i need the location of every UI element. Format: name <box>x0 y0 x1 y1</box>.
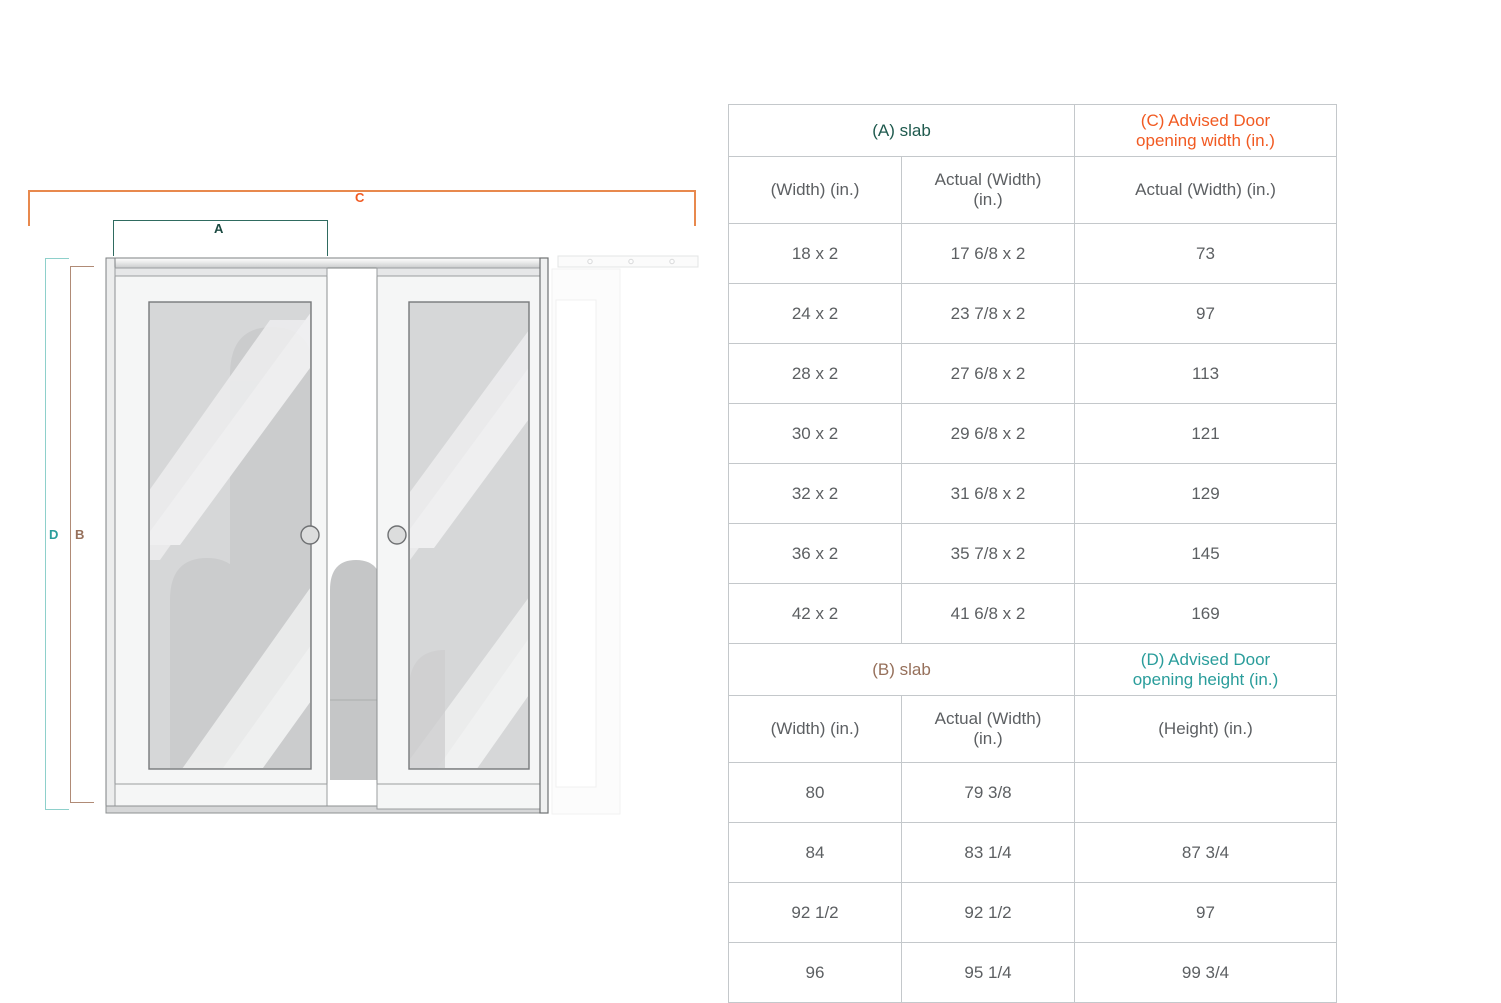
cell-actual-width: 23 7/8 x 2 <box>901 283 1075 345</box>
subheader-width-bd: (Width) (in.) <box>728 695 902 764</box>
table-row: 30 x 2 29 6/8 x 2 121 <box>728 403 1337 465</box>
cell-width: 92 1/2 <box>728 882 902 944</box>
cell-advised: 169 <box>1074 583 1337 645</box>
cell-actual-width: 35 7/8 x 2 <box>901 523 1075 585</box>
dimension-bracket-d <box>45 258 69 810</box>
cell-advised: 145 <box>1074 523 1337 585</box>
cell-advised: 87 3/4 <box>1074 822 1337 884</box>
top-track-rail <box>557 255 699 268</box>
subheader-advised-height: (Height) (in.) <box>1074 695 1337 764</box>
cell-advised: 99 3/4 <box>1074 942 1337 1003</box>
subheader-actual-width-bd-line1: Actual (Width) <box>934 708 1042 728</box>
subheader-actual-width-bd-line2: (in.) <box>973 729 1003 749</box>
table-subheader-row-bd: (Width) (in.) Actual (Width) (in.) (Heig… <box>728 695 1337 764</box>
door-knob-left <box>300 525 320 545</box>
door-dimension-diagram: C A D B <box>0 0 720 1001</box>
table-row: 18 x 2 17 6/8 x 2 73 <box>728 223 1337 285</box>
cell-advised: 97 <box>1074 283 1337 345</box>
cell-advised: 73 <box>1074 223 1337 285</box>
subheader-advised-width: Actual (Width) (in.) <box>1074 156 1337 225</box>
subheader-actual-width-ac: Actual (Width) (in.) <box>901 156 1075 225</box>
subheader-width-ac: (Width) (in.) <box>728 156 902 225</box>
group-header-a-slab: (A) slab <box>728 103 1075 158</box>
table-row: 28 x 2 27 6/8 x 2 113 <box>728 343 1337 405</box>
subheader-actual-width-ac-line2: (in.) <box>973 190 1003 210</box>
cell-actual-width: 27 6/8 x 2 <box>901 343 1075 405</box>
group-header-d-line2: opening height (in.) <box>1132 669 1279 689</box>
table-row: 84 83 1/4 87 3/4 <box>728 822 1337 884</box>
cell-width: 80 <box>728 762 902 824</box>
cell-actual-width: 95 1/4 <box>901 942 1075 1003</box>
group-header-c-advised-width: (C) Advised Door opening width (in.) <box>1074 103 1337 158</box>
table-row: 32 x 2 31 6/8 x 2 129 <box>728 463 1337 525</box>
cell-actual-width: 92 1/2 <box>901 882 1075 944</box>
cell-advised: 97 <box>1074 882 1337 944</box>
cell-width: 30 x 2 <box>728 403 902 465</box>
cell-actual-width: 17 6/8 x 2 <box>901 223 1075 285</box>
cell-advised: 129 <box>1074 463 1337 525</box>
group-header-d-advised-height: (D) Advised Door opening height (in.) <box>1074 643 1337 697</box>
table-subheader-row-ac: (Width) (in.) Actual (Width) (in.) Actua… <box>728 156 1337 225</box>
dimension-bracket-a <box>113 220 328 256</box>
cell-actual-width: 83 1/4 <box>901 822 1075 884</box>
cell-advised-empty <box>1074 762 1337 824</box>
door-panel-left <box>105 257 547 814</box>
table-group-header-row-bd: (B) slab (D) Advised Door opening height… <box>728 643 1337 697</box>
dimension-label-a: A <box>214 221 224 236</box>
table-row: 96 95 1/4 99 3/4 <box>728 942 1337 1003</box>
table-row: 92 1/2 92 1/2 97 <box>728 882 1337 944</box>
group-header-c-line1: (C) Advised Door <box>1140 111 1271 130</box>
group-header-b-slab: (B) slab <box>728 643 1075 697</box>
cell-width: 32 x 2 <box>728 463 902 525</box>
door-illustration <box>105 255 699 815</box>
subheader-actual-width-ac-line1: Actual (Width) <box>934 169 1042 189</box>
door-panel-right <box>376 257 549 814</box>
cell-width: 96 <box>728 942 902 1003</box>
subheader-actual-width-bd: Actual (Width) (in.) <box>901 695 1075 764</box>
group-header-c-line2: opening width (in.) <box>1136 130 1275 150</box>
table-row: 80 79 3/8 <box>728 762 1337 824</box>
cell-actual-width: 41 6/8 x 2 <box>901 583 1075 645</box>
cell-actual-width: 31 6/8 x 2 <box>901 463 1075 525</box>
door-size-spec-table: (A) slab (C) Advised Door opening width … <box>728 103 1337 1003</box>
door-knob-right <box>387 525 407 545</box>
cell-advised: 121 <box>1074 403 1337 465</box>
table-row: 36 x 2 35 7/8 x 2 145 <box>728 523 1337 585</box>
cell-width: 28 x 2 <box>728 343 902 405</box>
dimension-label-d: D <box>49 527 59 542</box>
cell-width: 36 x 2 <box>728 523 902 585</box>
table-group-header-row-ac: (A) slab (C) Advised Door opening width … <box>728 103 1337 158</box>
door-size-spec-table-container: (A) slab (C) Advised Door opening width … <box>728 103 1337 1003</box>
cell-actual-width: 79 3/8 <box>901 762 1075 824</box>
cell-width: 18 x 2 <box>728 223 902 285</box>
dimension-label-c: C <box>355 190 365 205</box>
cell-width: 42 x 2 <box>728 583 902 645</box>
cell-advised: 113 <box>1074 343 1337 405</box>
cell-actual-width: 29 6/8 x 2 <box>901 403 1075 465</box>
group-header-d-line1: (D) Advised Door <box>1140 650 1271 670</box>
dimension-bracket-c <box>28 190 696 226</box>
dimension-bracket-b <box>70 266 94 803</box>
table-row: 42 x 2 41 6/8 x 2 169 <box>728 583 1337 645</box>
background-furniture-silhouette <box>330 560 377 780</box>
cell-width: 24 x 2 <box>728 283 902 345</box>
table-row: 24 x 2 23 7/8 x 2 97 <box>728 283 1337 345</box>
dimension-label-b: B <box>75 527 85 542</box>
pocket-wall-ghost <box>551 268 621 815</box>
cell-width: 84 <box>728 822 902 884</box>
